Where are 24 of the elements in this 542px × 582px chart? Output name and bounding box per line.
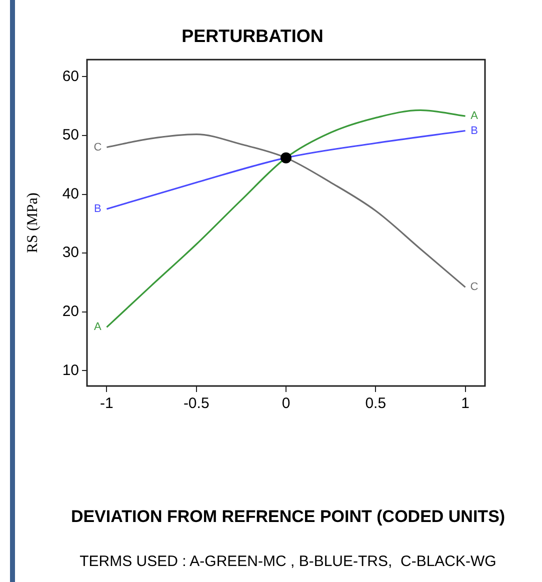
- x-tick-label: 0: [282, 395, 290, 412]
- series-label: A: [94, 321, 102, 334]
- y-axis-title: RS (MPa): [24, 192, 41, 254]
- y-tick-label: 60: [62, 68, 79, 85]
- y-tick-label: 40: [62, 185, 79, 202]
- line-series: [106, 109, 466, 328]
- text: A: [470, 110, 478, 122]
- x-tick-label: -0.5: [183, 395, 210, 412]
- text: B: [470, 124, 478, 137]
- y-tick-label: 20: [62, 303, 79, 320]
- y-tick-label: 10: [62, 362, 79, 379]
- line-series: [106, 133, 466, 288]
- line-series: [106, 130, 466, 210]
- x-tick-label: 0.5: [365, 395, 386, 412]
- x-tick-label: -1: [100, 395, 114, 412]
- series-label: C: [94, 141, 102, 154]
- text: C: [470, 281, 478, 294]
- text: TERMS USED : A-GREEN-MC , B-BLUE-TRS, C-BLACK-WG: [80, 553, 496, 570]
- text: DEVIATION FROM REFRENCE POINT (CODED UNITS): [70, 507, 506, 526]
- y-tick-label: 50: [62, 126, 79, 144]
- x-tick-label: 1: [461, 395, 470, 412]
- chart-title: PERTURBATION: [182, 26, 324, 46]
- y-tick-label: 30: [62, 244, 79, 262]
- series-label: B: [94, 203, 102, 216]
